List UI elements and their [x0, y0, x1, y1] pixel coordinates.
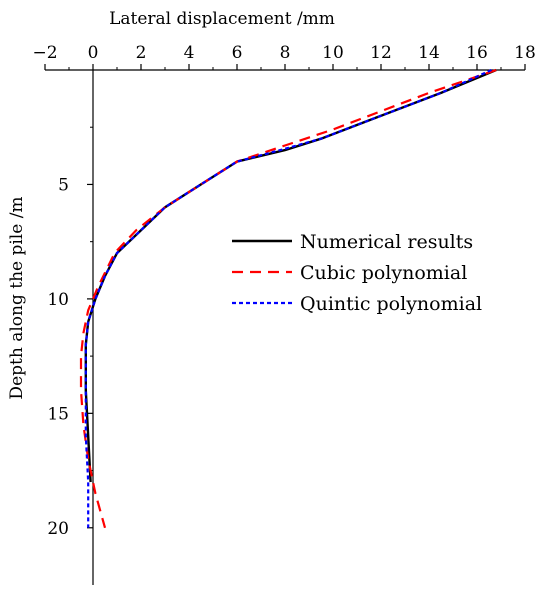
- x-tick-label: 0: [88, 43, 99, 63]
- x-tick-label: 2: [136, 43, 147, 63]
- series-line-3: [84, 68, 492, 528]
- x-tick-label: 4: [184, 43, 195, 63]
- x-axis-title: Lateral displacement /mm: [109, 9, 335, 29]
- y-tick-label: 15: [47, 404, 69, 424]
- x-tick-label: 16: [466, 43, 488, 63]
- x-tick-label: 8: [280, 43, 291, 63]
- series-layer: [79, 68, 497, 529]
- legend-label-3: Quintic polynomial: [300, 293, 482, 315]
- axes: −2 0 2 4 6 8 10 12 14 16 18 5 10 15 20: [32, 43, 536, 585]
- legend-label-2: Cubic polynomial: [300, 262, 467, 284]
- y-tick-label: 5: [58, 175, 69, 195]
- x-tick-label: 14: [418, 43, 440, 63]
- y-axis-title: Depth along the pile /m: [7, 196, 27, 399]
- x-tick-label: 12: [370, 43, 392, 63]
- x-tick-label: 10: [322, 43, 344, 63]
- x-tick-label: −2: [32, 43, 57, 63]
- y-tick-label: 10: [47, 290, 69, 310]
- x-tick-label: 18: [514, 43, 536, 63]
- legend: Numerical results Cubic polynomial Quintic…: [232, 231, 482, 315]
- y-tick-label: 20: [47, 519, 69, 539]
- x-tick-label: 6: [232, 43, 243, 63]
- legend-label-1: Numerical results: [300, 231, 473, 253]
